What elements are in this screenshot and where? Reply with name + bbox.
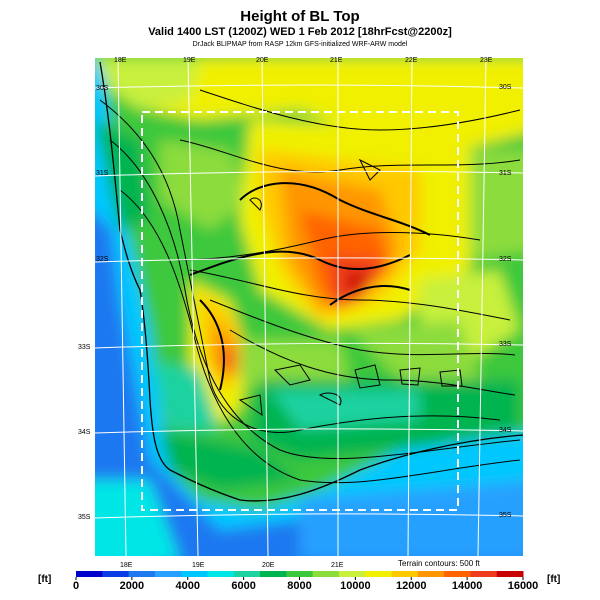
colorbar-tick-label: 2000 bbox=[119, 580, 145, 592]
lat-label-left: 31S bbox=[96, 170, 109, 177]
lon-label-top: 21E bbox=[330, 57, 343, 64]
lat-label-left: 35S bbox=[78, 514, 91, 521]
lon-label-bottom: 18E bbox=[120, 562, 133, 569]
colorbar-swatch bbox=[128, 571, 156, 577]
lat-label-left: 32S bbox=[96, 256, 109, 263]
colorbar-tick-label: 4000 bbox=[175, 580, 200, 592]
parallel-line bbox=[95, 428, 523, 434]
model-credit: DrJack BLIPMAP from RASP 12km GFS-initia… bbox=[192, 41, 408, 48]
bl-contour-lines bbox=[189, 182, 431, 391]
colorbar-swatch bbox=[417, 571, 445, 577]
meridian-line bbox=[187, 58, 199, 556]
colorbar-swatch bbox=[154, 571, 182, 577]
colorbar-swatch bbox=[391, 571, 419, 577]
parallel-line bbox=[95, 84, 523, 89]
lon-label-top: 20E bbox=[256, 57, 269, 64]
lon-label-bottom: 21E bbox=[331, 562, 344, 569]
lon-label-top: 18E bbox=[114, 57, 127, 64]
colorbar-swatch bbox=[181, 571, 208, 577]
colorbar-unit-left: [ft] bbox=[38, 574, 52, 585]
lat-lon-grid bbox=[95, 58, 523, 556]
colorbar-swatch bbox=[76, 571, 103, 577]
colorbar-unit-right: [ft] bbox=[547, 574, 561, 585]
inner-domain-boundary bbox=[141, 111, 459, 511]
colorbar-swatch bbox=[470, 571, 498, 577]
lon-label-top: 23E bbox=[480, 57, 493, 64]
parallel-line bbox=[95, 513, 523, 519]
meridian-line bbox=[261, 58, 269, 556]
parallel-line bbox=[95, 170, 523, 177]
colorbar-swatch bbox=[286, 571, 314, 577]
colorbar-swatch bbox=[233, 571, 261, 577]
colorbar-tick-label: 0 bbox=[72, 580, 80, 592]
lat-label-left: 30S bbox=[96, 85, 109, 92]
lat-label-right: 31S bbox=[499, 170, 512, 177]
lat-label-left: 33S bbox=[78, 344, 91, 351]
map-title: Height of BL Top bbox=[240, 8, 360, 25]
colorbar-tick-label: 14000 bbox=[451, 580, 483, 592]
colorbar-tick-label: 16000 bbox=[507, 580, 539, 592]
lat-label-right: 32S bbox=[499, 256, 512, 263]
map-subtitle: Valid 1400 LST (1200Z) WED 1 Feb 2012 [1… bbox=[148, 26, 452, 38]
colorbar bbox=[75, 571, 524, 580]
lat-label-right: 33S bbox=[499, 341, 512, 348]
colorbar-swatch bbox=[365, 571, 393, 577]
bl-height-field bbox=[95, 58, 523, 556]
lat-label-left: 34S bbox=[78, 429, 91, 436]
colorbar-tick-label: 8000 bbox=[287, 580, 312, 592]
lat-label-right: 30S bbox=[499, 84, 512, 91]
lon-label-top: 19E bbox=[183, 57, 196, 64]
colorbar-swatch bbox=[207, 571, 235, 577]
lat-label-right: 34S bbox=[499, 427, 512, 434]
lat-label-right: 35S bbox=[499, 512, 512, 519]
colorbar-tick-label: 10000 bbox=[340, 580, 371, 592]
terrain-contour-note: Terrain contours: 500 ft bbox=[398, 559, 480, 568]
parallel-line bbox=[95, 342, 523, 349]
colorbar-swatch bbox=[338, 571, 366, 577]
lon-label-bottom: 20E bbox=[262, 562, 275, 569]
lon-label-bottom: 19E bbox=[192, 562, 205, 569]
meridian-line bbox=[477, 58, 487, 556]
colorbar-swatch bbox=[496, 571, 524, 577]
meridian-line bbox=[117, 58, 127, 556]
meridian-line bbox=[407, 58, 413, 556]
colorbar-swatch bbox=[312, 571, 340, 577]
coastline bbox=[99, 61, 524, 502]
colorbar-swatch bbox=[260, 571, 287, 577]
colorbar-swatch bbox=[444, 571, 471, 577]
colorbar-tick-label: 6000 bbox=[231, 580, 256, 592]
parallel-line bbox=[95, 257, 523, 263]
lon-label-top: 22E bbox=[405, 57, 418, 64]
colorbar-swatch bbox=[102, 571, 130, 577]
colorbar-tick-label: 12000 bbox=[395, 580, 427, 592]
